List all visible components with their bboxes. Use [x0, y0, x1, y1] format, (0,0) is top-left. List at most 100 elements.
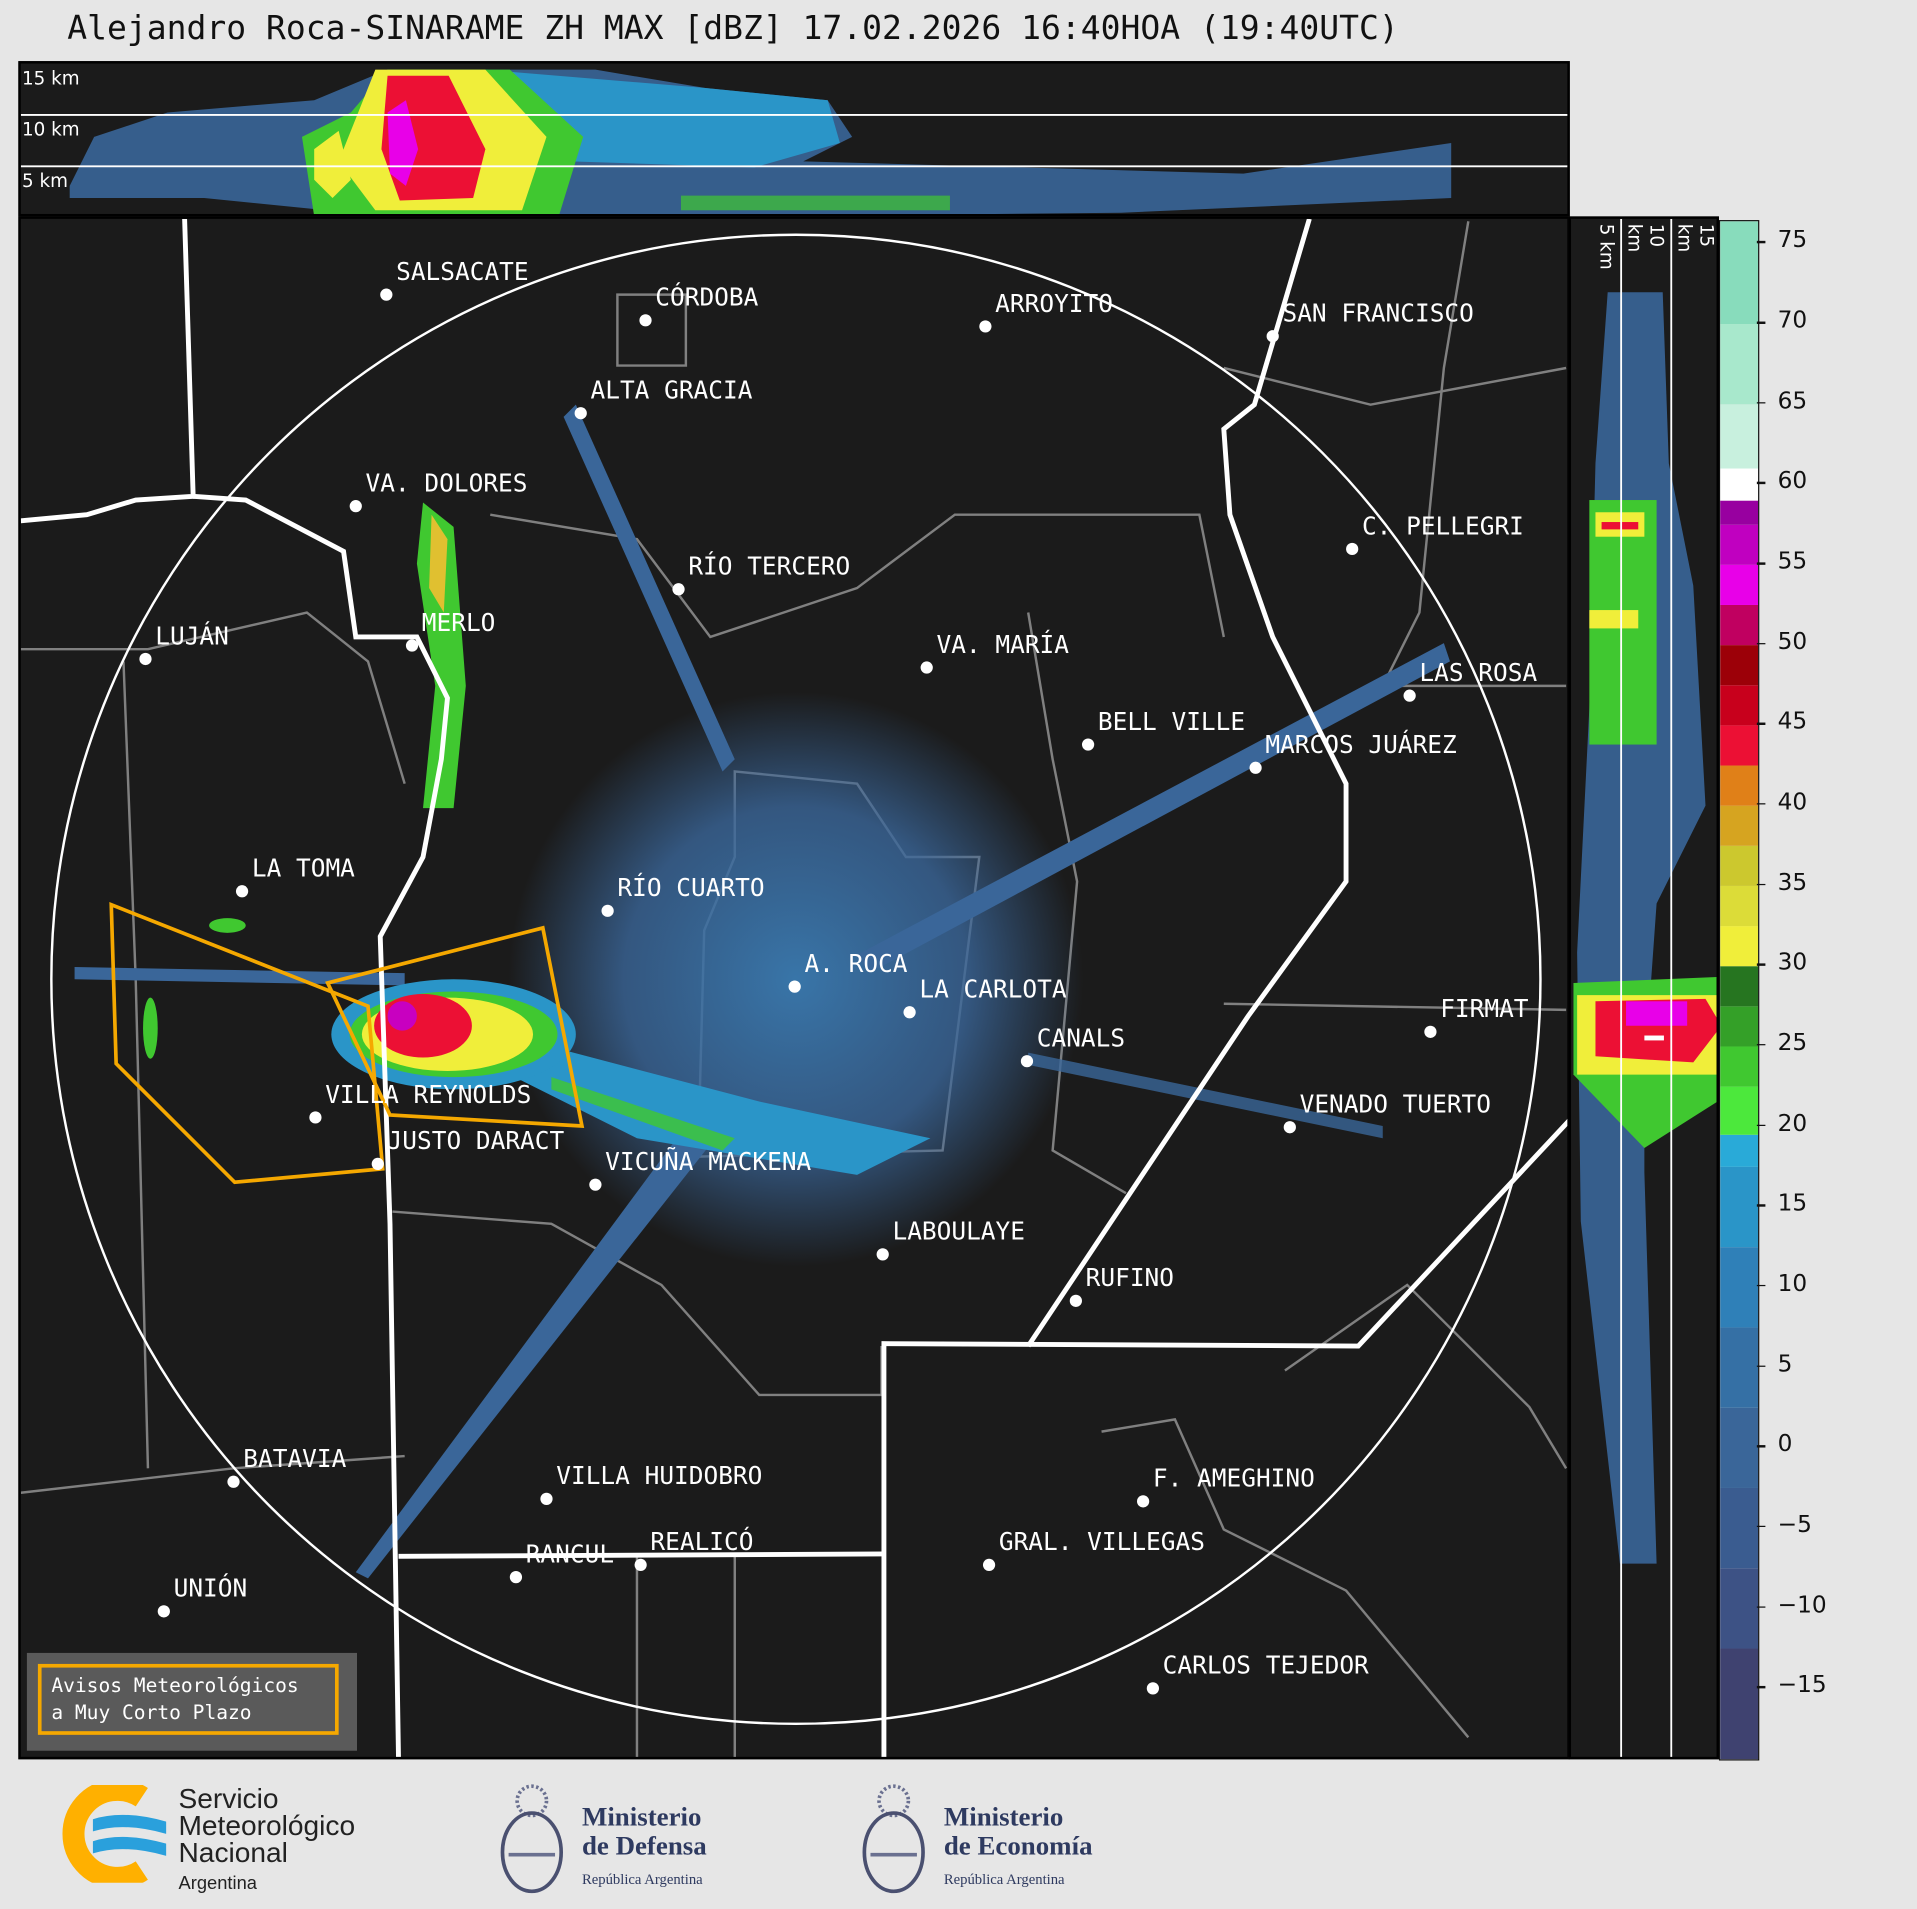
colorbar-band — [1720, 1327, 1759, 1408]
colorbar-band — [1720, 604, 1759, 646]
city-label: BATAVIA — [243, 1443, 347, 1474]
city-marker — [1081, 738, 1095, 751]
city-label: F. AMEGHINO — [1152, 1463, 1315, 1493]
colorbar-tick: 0 — [1756, 1431, 1792, 1458]
city-label: C. PELLEGRI — [1361, 511, 1524, 541]
colorbar-band — [1720, 221, 1759, 325]
colorbar-band — [1720, 1648, 1759, 1760]
map-layer — [20, 218, 1568, 1757]
city-marker — [589, 1178, 602, 1191]
city-label: LUJÁN — [155, 621, 229, 651]
colorbar-tick-label: 25 — [1777, 1029, 1808, 1057]
colorbar-tick: −5 — [1756, 1510, 1812, 1538]
colorbar-band — [1720, 1166, 1759, 1248]
warning-legend-line2: a Muy Corto Plazo — [51, 1700, 252, 1724]
city-label: MERLO — [421, 607, 496, 637]
colorbar-tick-label: 15 — [1777, 1189, 1808, 1217]
colorbar-band — [1720, 1046, 1759, 1087]
colorbar-tick-label: 70 — [1777, 306, 1808, 334]
colorbar-tick-label: 45 — [1777, 708, 1808, 736]
warning-legend-box[interactable]: Avisos Meteorológicos a Muy Corto Plazo — [26, 1652, 357, 1751]
city-marker — [235, 885, 249, 898]
city-marker — [1424, 1025, 1437, 1038]
colorbar-band — [1720, 926, 1759, 967]
city-label: VENADO TUERTO — [1299, 1089, 1491, 1119]
city-label: CARLOS TEJEDOR — [1162, 1650, 1369, 1680]
colorbar-tick-label: −10 — [1777, 1591, 1827, 1619]
colorbar-tick: 60 — [1756, 467, 1808, 495]
city-label: VILLA HUIDOBRO — [556, 1460, 763, 1491]
side-height-label-10km: 10 km — [1623, 223, 1668, 253]
colorbar-tick: 10 — [1756, 1270, 1808, 1298]
radar-echoes — [74, 404, 1450, 1579]
colorbar-tick-label: −5 — [1777, 1510, 1812, 1538]
colorbar-tick: 25 — [1756, 1029, 1808, 1057]
smn-line3: Nacional — [178, 1836, 288, 1869]
colorbar-band — [1720, 404, 1759, 469]
height-label-10km: 10 km — [22, 118, 80, 141]
city-marker — [601, 904, 614, 917]
city-marker — [639, 314, 652, 327]
city-label: REALICÓ — [650, 1527, 754, 1557]
colorbar-band — [1720, 685, 1759, 726]
city-marker — [574, 407, 587, 420]
city-label: SAN FRANCISCO — [1282, 298, 1474, 328]
colorbar-tick: 70 — [1756, 306, 1808, 334]
city-label: RANCUL — [525, 1539, 615, 1569]
colorbar-tick: 35 — [1756, 868, 1808, 896]
city-label: ALTA GRACIA — [590, 375, 753, 405]
city-label: LABOULAYE — [892, 1216, 1025, 1246]
colorbar-tick: −15 — [1756, 1672, 1827, 1698]
province-boundaries — [20, 218, 1568, 1757]
coat-of-arms-icon — [500, 1784, 563, 1894]
colorbar-band — [1720, 1006, 1759, 1047]
department-boundaries — [20, 221, 1568, 1757]
colorbar-band — [1720, 966, 1759, 1007]
coat-of-arms-icon — [862, 1784, 925, 1894]
city-marker — [349, 500, 362, 513]
city-marker — [788, 980, 801, 993]
city-marker — [540, 1492, 553, 1505]
city-marker — [1346, 542, 1359, 556]
colorbar-tick-label: 60 — [1777, 467, 1808, 495]
colorbar-tick-label: 30 — [1777, 949, 1808, 976]
colorbar-tick-label: 65 — [1777, 387, 1808, 415]
colorbar-tick-label: 10 — [1777, 1270, 1808, 1298]
smn-logo-mark — [62, 1784, 167, 1883]
city-label: VILLA REYNOLDS — [325, 1079, 532, 1109]
colorbar-tick: 15 — [1756, 1189, 1808, 1217]
colorbar-tick: 30 — [1756, 949, 1808, 976]
height-label-15km: 15 km — [22, 67, 80, 90]
city-label: VA. MARÍA — [936, 629, 1069, 659]
city-marker — [1069, 1294, 1082, 1307]
side-cross-section-echoes — [1573, 218, 1717, 1757]
radar-map — [18, 216, 1570, 1760]
city-marker — [1020, 1055, 1034, 1068]
city-label: LA CARLOTA — [919, 974, 1067, 1004]
colorbar-tick-label: 55 — [1777, 547, 1808, 575]
city-marker — [1146, 1682, 1160, 1695]
city-label: RÍO TERCERO — [688, 551, 851, 581]
city-label: UNIÓN — [173, 1573, 248, 1603]
colorbar-band — [1720, 324, 1759, 405]
city-marker — [672, 583, 685, 596]
colorbar-tick: 55 — [1756, 547, 1808, 575]
economia-line2: de Economía — [943, 1830, 1093, 1861]
smn-line1: Servicio — [178, 1782, 279, 1815]
colorbar-band — [1720, 1568, 1759, 1649]
city-label: FIRMAT — [1440, 993, 1529, 1024]
colorbar-tick-label: 5 — [1777, 1350, 1793, 1378]
colorbar-band — [1720, 1247, 1759, 1328]
city-label: BELL VILLE — [1097, 706, 1246, 736]
side-cross-section-panel: 5 km 10 km 15 km — [1568, 216, 1719, 1760]
colorbar-tick: 65 — [1756, 387, 1808, 415]
city-label: RÍO CUARTO — [617, 872, 765, 903]
economia-line3: República Argentina — [943, 1870, 1065, 1888]
colorbar-band — [1720, 845, 1759, 886]
radar-range-ring — [50, 233, 1542, 1726]
city-label: A. ROCA — [804, 948, 908, 979]
colorbar-tick-label: 35 — [1777, 868, 1808, 896]
colorbar-band — [1720, 468, 1759, 501]
city-label: LAS ROSA — [1419, 657, 1538, 688]
